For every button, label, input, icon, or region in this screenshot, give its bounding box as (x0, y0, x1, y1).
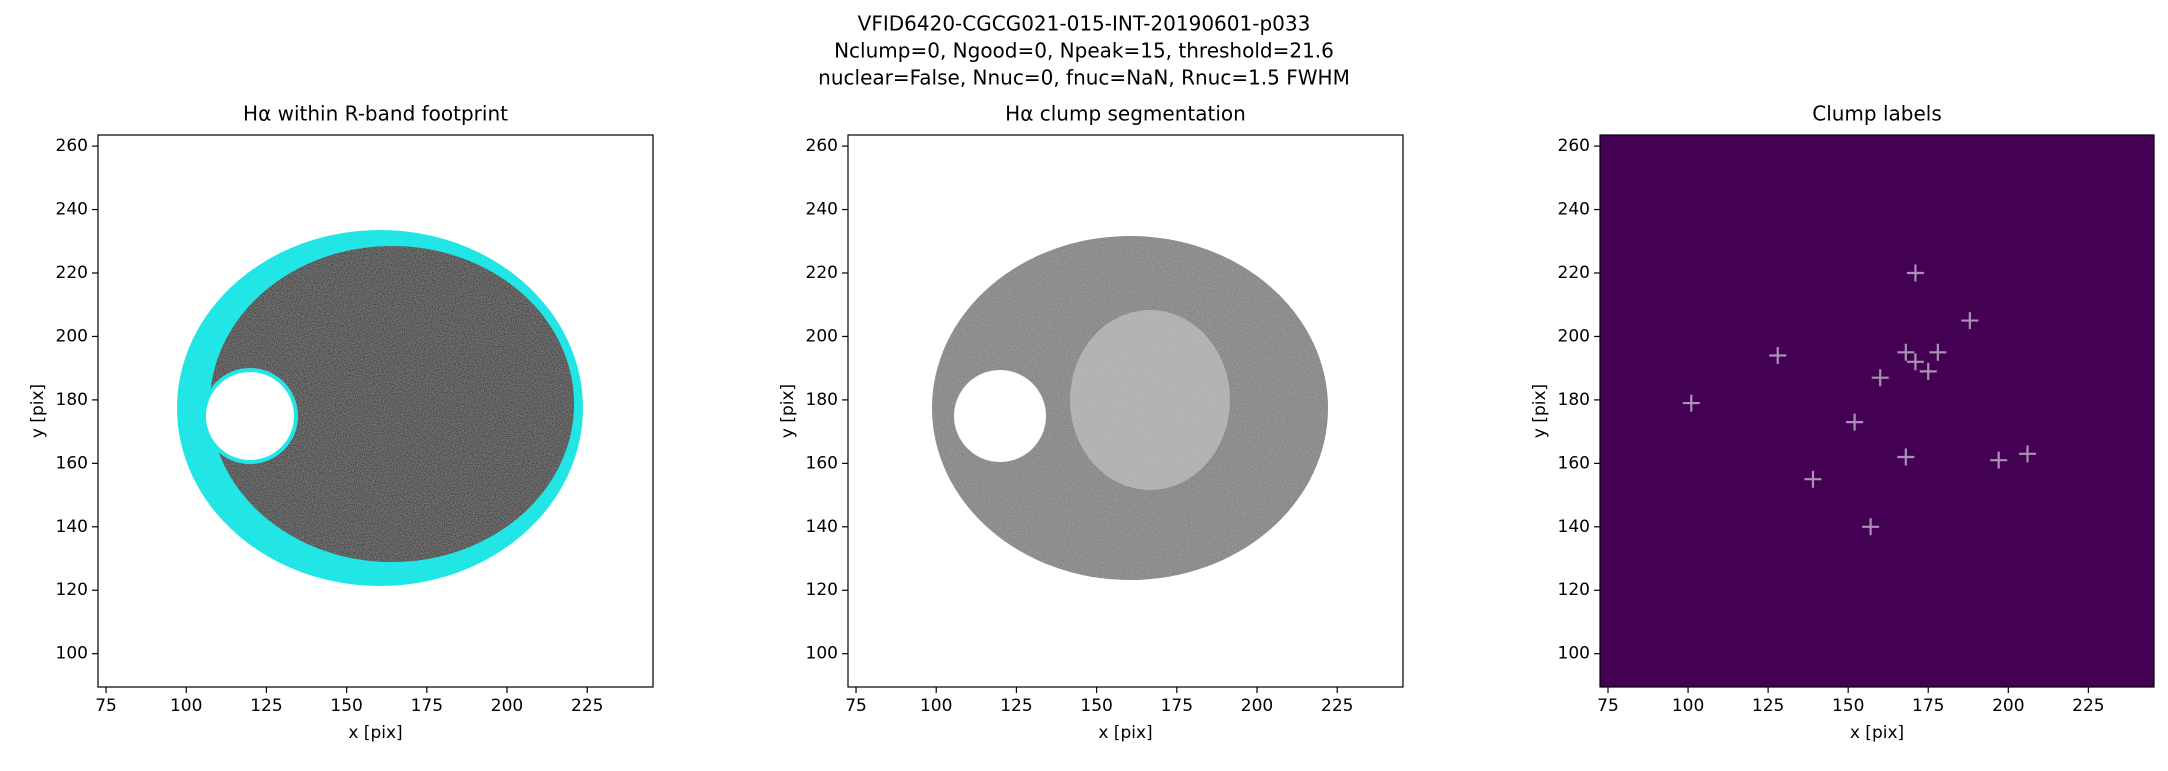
suptitle-line: VFID6420-CGCG021-015-INT-20190601-p033 (858, 12, 1311, 36)
x-tick-label: 175 (411, 696, 443, 716)
y-tick-label: 240 (806, 200, 838, 220)
x-axis-label: x [pix] (1098, 723, 1152, 743)
y-tick-label: 200 (806, 326, 838, 346)
image-background (1600, 135, 2154, 687)
x-tick-label: 125 (250, 696, 282, 716)
panel-title: Hα within R-band footprint (243, 102, 508, 126)
y-axis-label: y [pix] (28, 384, 48, 438)
x-tick-label: 175 (1912, 696, 1944, 716)
peak-marker (1871, 369, 1889, 387)
y-tick-label: 100 (1558, 644, 1590, 664)
y-tick-label: 240 (1558, 200, 1590, 220)
halpha-image (177, 230, 583, 586)
peak-marker (1769, 346, 1787, 364)
x-tick-label: 100 (170, 696, 202, 716)
y-tick-label: 220 (56, 263, 88, 283)
peak-marker (1929, 343, 1947, 361)
bright-core (1070, 310, 1230, 490)
x-tick-label: 225 (1321, 696, 1353, 716)
suptitle-line: Nclump=0, Ngood=0, Npeak=15, threshold=2… (834, 39, 1334, 63)
peak-marker (1804, 470, 1822, 488)
peak-marker (2019, 445, 2037, 463)
peak-marker (1897, 343, 1915, 361)
y-tick-label: 220 (806, 263, 838, 283)
halpha-emission (210, 246, 574, 562)
y-tick-label: 180 (1558, 390, 1590, 410)
peak-marker (1846, 413, 1864, 431)
y-tick-label: 160 (806, 453, 838, 473)
x-tick-label: 200 (491, 696, 523, 716)
x-tick-label: 75 (95, 696, 117, 716)
y-tick-label: 140 (806, 517, 838, 537)
axes-frame (847, 134, 1404, 688)
y-tick-label: 120 (806, 580, 838, 600)
y-tick-label: 140 (56, 517, 88, 537)
peak-marker (1906, 353, 1924, 371)
y-tick-label: 200 (56, 326, 88, 346)
y-tick-label: 200 (1558, 326, 1590, 346)
x-tick-label: 200 (1241, 696, 1273, 716)
peak-marker (1906, 264, 1924, 282)
axes-frame (97, 134, 654, 688)
x-tick-label: 100 (920, 696, 952, 716)
x-tick-label: 125 (1000, 696, 1032, 716)
y-tick-label: 160 (1558, 453, 1590, 473)
y-tick-label: 120 (1558, 580, 1590, 600)
x-axis-label: x [pix] (348, 723, 402, 743)
x-tick-label: 125 (1752, 696, 1784, 716)
peak-marker (1862, 518, 1880, 536)
y-tick-label: 260 (56, 136, 88, 156)
panel-title: Clump labels (1812, 102, 1942, 126)
peak-marker (1990, 451, 2008, 469)
y-axis-label: y [pix] (778, 384, 798, 438)
peak-marker (1919, 362, 1937, 380)
y-axis-label: y [pix] (1530, 384, 1550, 438)
panel-title: Hα clump segmentation (1005, 102, 1246, 126)
x-tick-label: 150 (1832, 696, 1864, 716)
x-tick-label: 150 (1080, 696, 1112, 716)
x-tick-label: 225 (2072, 696, 2104, 716)
peak-marker (1682, 394, 1700, 412)
y-tick-label: 180 (806, 390, 838, 410)
y-tick-label: 260 (806, 136, 838, 156)
x-tick-label: 150 (330, 696, 362, 716)
masked-star (954, 370, 1046, 462)
y-tick-label: 100 (56, 644, 88, 664)
y-tick-label: 100 (806, 644, 838, 664)
peak-marker (1961, 312, 1979, 330)
segmentation-image (932, 236, 1328, 580)
y-tick-label: 220 (1558, 263, 1590, 283)
y-tick-label: 120 (56, 580, 88, 600)
x-tick-label: 75 (845, 696, 867, 716)
y-tick-label: 160 (56, 453, 88, 473)
axes-frame (1599, 134, 2155, 688)
y-tick-label: 180 (56, 390, 88, 410)
suptitle: VFID6420-CGCG021-015-INT-20190601-p033 N… (818, 12, 1350, 90)
peak-marker (1897, 448, 1915, 466)
x-tick-label: 75 (1597, 696, 1619, 716)
x-tick-label: 225 (571, 696, 603, 716)
y-tick-label: 240 (56, 200, 88, 220)
suptitle-line: nuclear=False, Nnuc=0, fnuc=NaN, Rnuc=1.… (818, 66, 1350, 90)
x-tick-label: 200 (1992, 696, 2024, 716)
x-tick-label: 175 (1161, 696, 1193, 716)
masked-star (206, 372, 294, 460)
y-tick-label: 140 (1558, 517, 1590, 537)
y-tick-label: 260 (1558, 136, 1590, 156)
x-tick-label: 100 (1672, 696, 1704, 716)
x-axis-label: x [pix] (1850, 723, 1904, 743)
